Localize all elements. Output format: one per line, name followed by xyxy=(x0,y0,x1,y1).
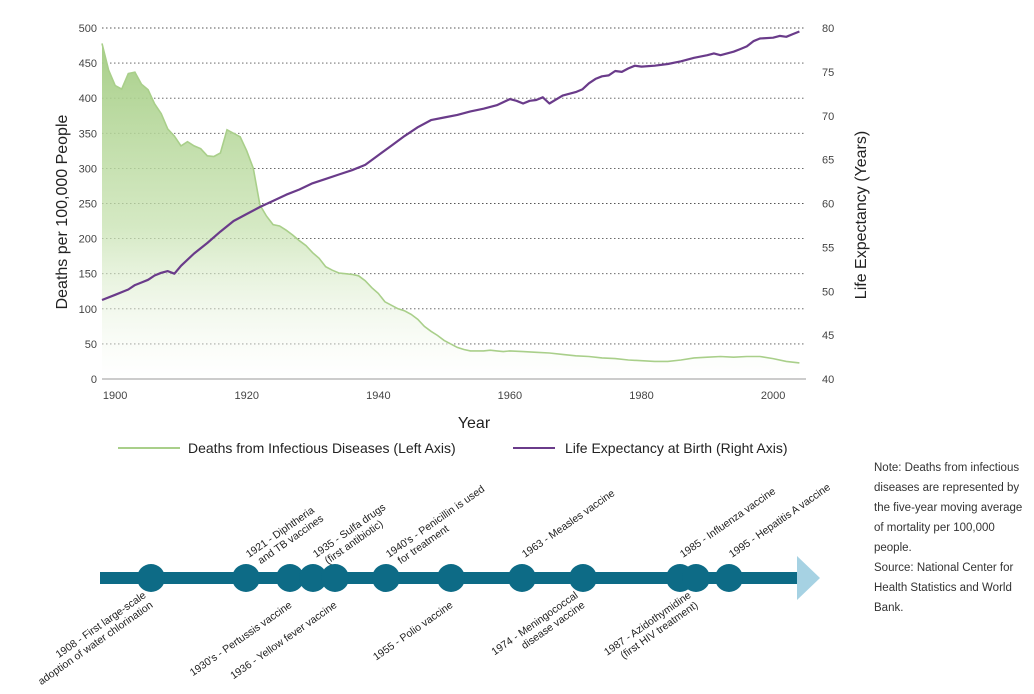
source-text: Source: National Center for Health Stati… xyxy=(874,562,1014,614)
event-text-line: adoption of water chlorination xyxy=(36,599,155,688)
event-text-line: 1974 - Meningococcal xyxy=(489,589,580,658)
x-tick-label: 1920 xyxy=(235,390,259,402)
life-expectancy-layer xyxy=(101,30,800,302)
left-tick-label: 300 xyxy=(79,163,97,175)
right-tick-label: 75 xyxy=(822,67,834,79)
right-tick-label: 50 xyxy=(822,286,834,298)
left-tick-label: 0 xyxy=(91,374,97,386)
timeline-marker xyxy=(715,564,743,592)
left-tick-label: 400 xyxy=(79,93,97,105)
legend-life-label: Life Expectancy at Birth (Right Axis) xyxy=(565,440,788,456)
deaths-line xyxy=(101,43,800,364)
timeline-event-label: 1995 - Hepatitis A vaccine xyxy=(727,481,833,560)
left-tick-label: 350 xyxy=(79,128,97,140)
left-tick-label: 450 xyxy=(79,58,97,70)
source-note: Note: Deaths from infectious diseases ar… xyxy=(874,458,1032,618)
x-tick-label: 1960 xyxy=(498,390,522,402)
event-text-line: 1940's - Penicillin is used xyxy=(384,483,487,560)
right-tick-label: 40 xyxy=(822,374,834,386)
right-tick-label: 55 xyxy=(822,242,834,254)
timeline-marker xyxy=(321,564,349,592)
right-tick-label: 80 xyxy=(822,23,834,35)
event-text-line: 1908 - First large-scale xyxy=(54,589,149,661)
left-tick-label: 50 xyxy=(85,339,97,351)
left-tick-label: 500 xyxy=(79,23,97,35)
timeline-marker xyxy=(299,564,327,592)
note-text: Note: Deaths from infectious diseases ar… xyxy=(874,462,1023,554)
x-tick-label: 1900 xyxy=(103,390,127,402)
timeline-event-label: 1963 - Measles vaccine xyxy=(520,487,617,560)
timeline-event-label: 1935 - Sulfa drugs(first antibiotic) xyxy=(311,501,388,566)
event-text-line: 1995 - Hepatitis A vaccine xyxy=(727,481,833,560)
x-tick-label: 1940 xyxy=(366,390,390,402)
timeline-marker xyxy=(232,564,260,592)
left-tick-label: 150 xyxy=(79,269,97,281)
right-tick-label: 70 xyxy=(822,111,834,123)
timeline-marker xyxy=(137,564,165,592)
timeline-marker xyxy=(437,564,465,592)
axes: 0 50 100 150 200 250 300 350 400 450 500 40 45 50 55 60… xyxy=(79,23,835,402)
left-tick-label: 200 xyxy=(79,234,97,246)
right-tick-label: 45 xyxy=(822,330,834,342)
x-axis-title: Year xyxy=(458,415,491,432)
timeline-event-label: 1987 - Azidothymidine(first HIV treatmen… xyxy=(602,589,700,661)
timeline-marker xyxy=(508,564,536,592)
timeline-marker xyxy=(372,564,400,592)
left-tick-label: 250 xyxy=(79,199,97,211)
event-text-line: 1987 - Azidothymidine xyxy=(602,589,694,658)
timeline-marker xyxy=(682,564,710,592)
event-text-line: 1955 - Polio vaccine xyxy=(371,599,455,663)
timeline-marker xyxy=(276,564,304,592)
timeline-marker xyxy=(569,564,597,592)
timeline-event-label: 1955 - Polio vaccine xyxy=(371,599,455,663)
right-tick-label: 65 xyxy=(822,155,834,167)
x-tick-label: 2000 xyxy=(761,390,785,402)
timeline-arrow xyxy=(797,556,820,600)
left-axis-title: Deaths per 100,000 People xyxy=(54,114,71,309)
x-tick-label: 1980 xyxy=(629,390,653,402)
deaths-area-layer xyxy=(101,43,800,380)
left-tick-label: 100 xyxy=(79,304,97,316)
legend: Deaths from Infectious Diseases (Left Ax… xyxy=(118,440,788,456)
deaths-area xyxy=(102,43,800,380)
right-tick-label: 60 xyxy=(822,199,834,211)
life-expectancy-line xyxy=(101,30,800,302)
right-axis-title: Life Expectancy (Years) xyxy=(853,131,870,299)
event-text-line: 1963 - Measles vaccine xyxy=(520,487,617,560)
legend-deaths-label: Deaths from Infectious Diseases (Left Ax… xyxy=(188,440,456,456)
